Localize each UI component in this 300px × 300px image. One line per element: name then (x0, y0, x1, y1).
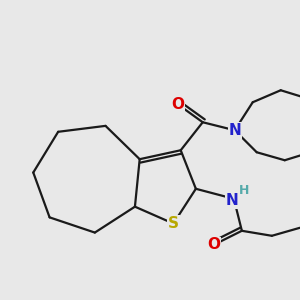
Text: N: N (226, 193, 238, 208)
Text: S: S (168, 216, 179, 231)
Text: N: N (228, 123, 241, 138)
Text: O: O (207, 237, 220, 252)
Text: O: O (171, 97, 184, 112)
Text: H: H (239, 184, 249, 197)
